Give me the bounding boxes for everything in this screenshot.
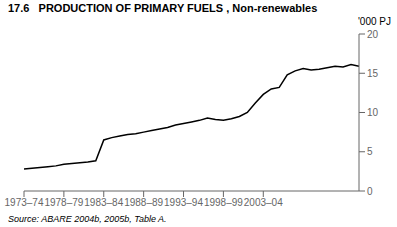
svg-text:10: 10 [367,107,379,118]
svg-text:1983–84: 1983–84 [84,197,123,208]
html-text:17.6 PRODUCTION OF PRIMARY FUE: 17.6 PRODUCTION OF PRIMARY FUELS , Non-r… [8,2,318,14]
html-text:'000 PJ: '000 PJ [358,16,391,27]
svg-text:20: 20 [367,29,379,40]
svg-text:2003–04: 2003–04 [244,197,283,208]
svg-text:1993–94: 1993–94 [164,197,203,208]
svg-text:15: 15 [367,68,379,79]
svg-text:1988–89: 1988–89 [124,197,163,208]
svg-text:1978–79: 1978–79 [44,197,83,208]
svg-text:1973–74: 1973–74 [8,197,44,208]
svg-text:1998–99: 1998–99 [204,197,243,208]
svg-text:5: 5 [367,146,373,157]
svg-text:0: 0 [367,186,373,197]
html-text:Source: ABARE 2004b, 2005b, Ta: Source: ABARE 2004b, 2005b, Table A. [8,214,167,224]
